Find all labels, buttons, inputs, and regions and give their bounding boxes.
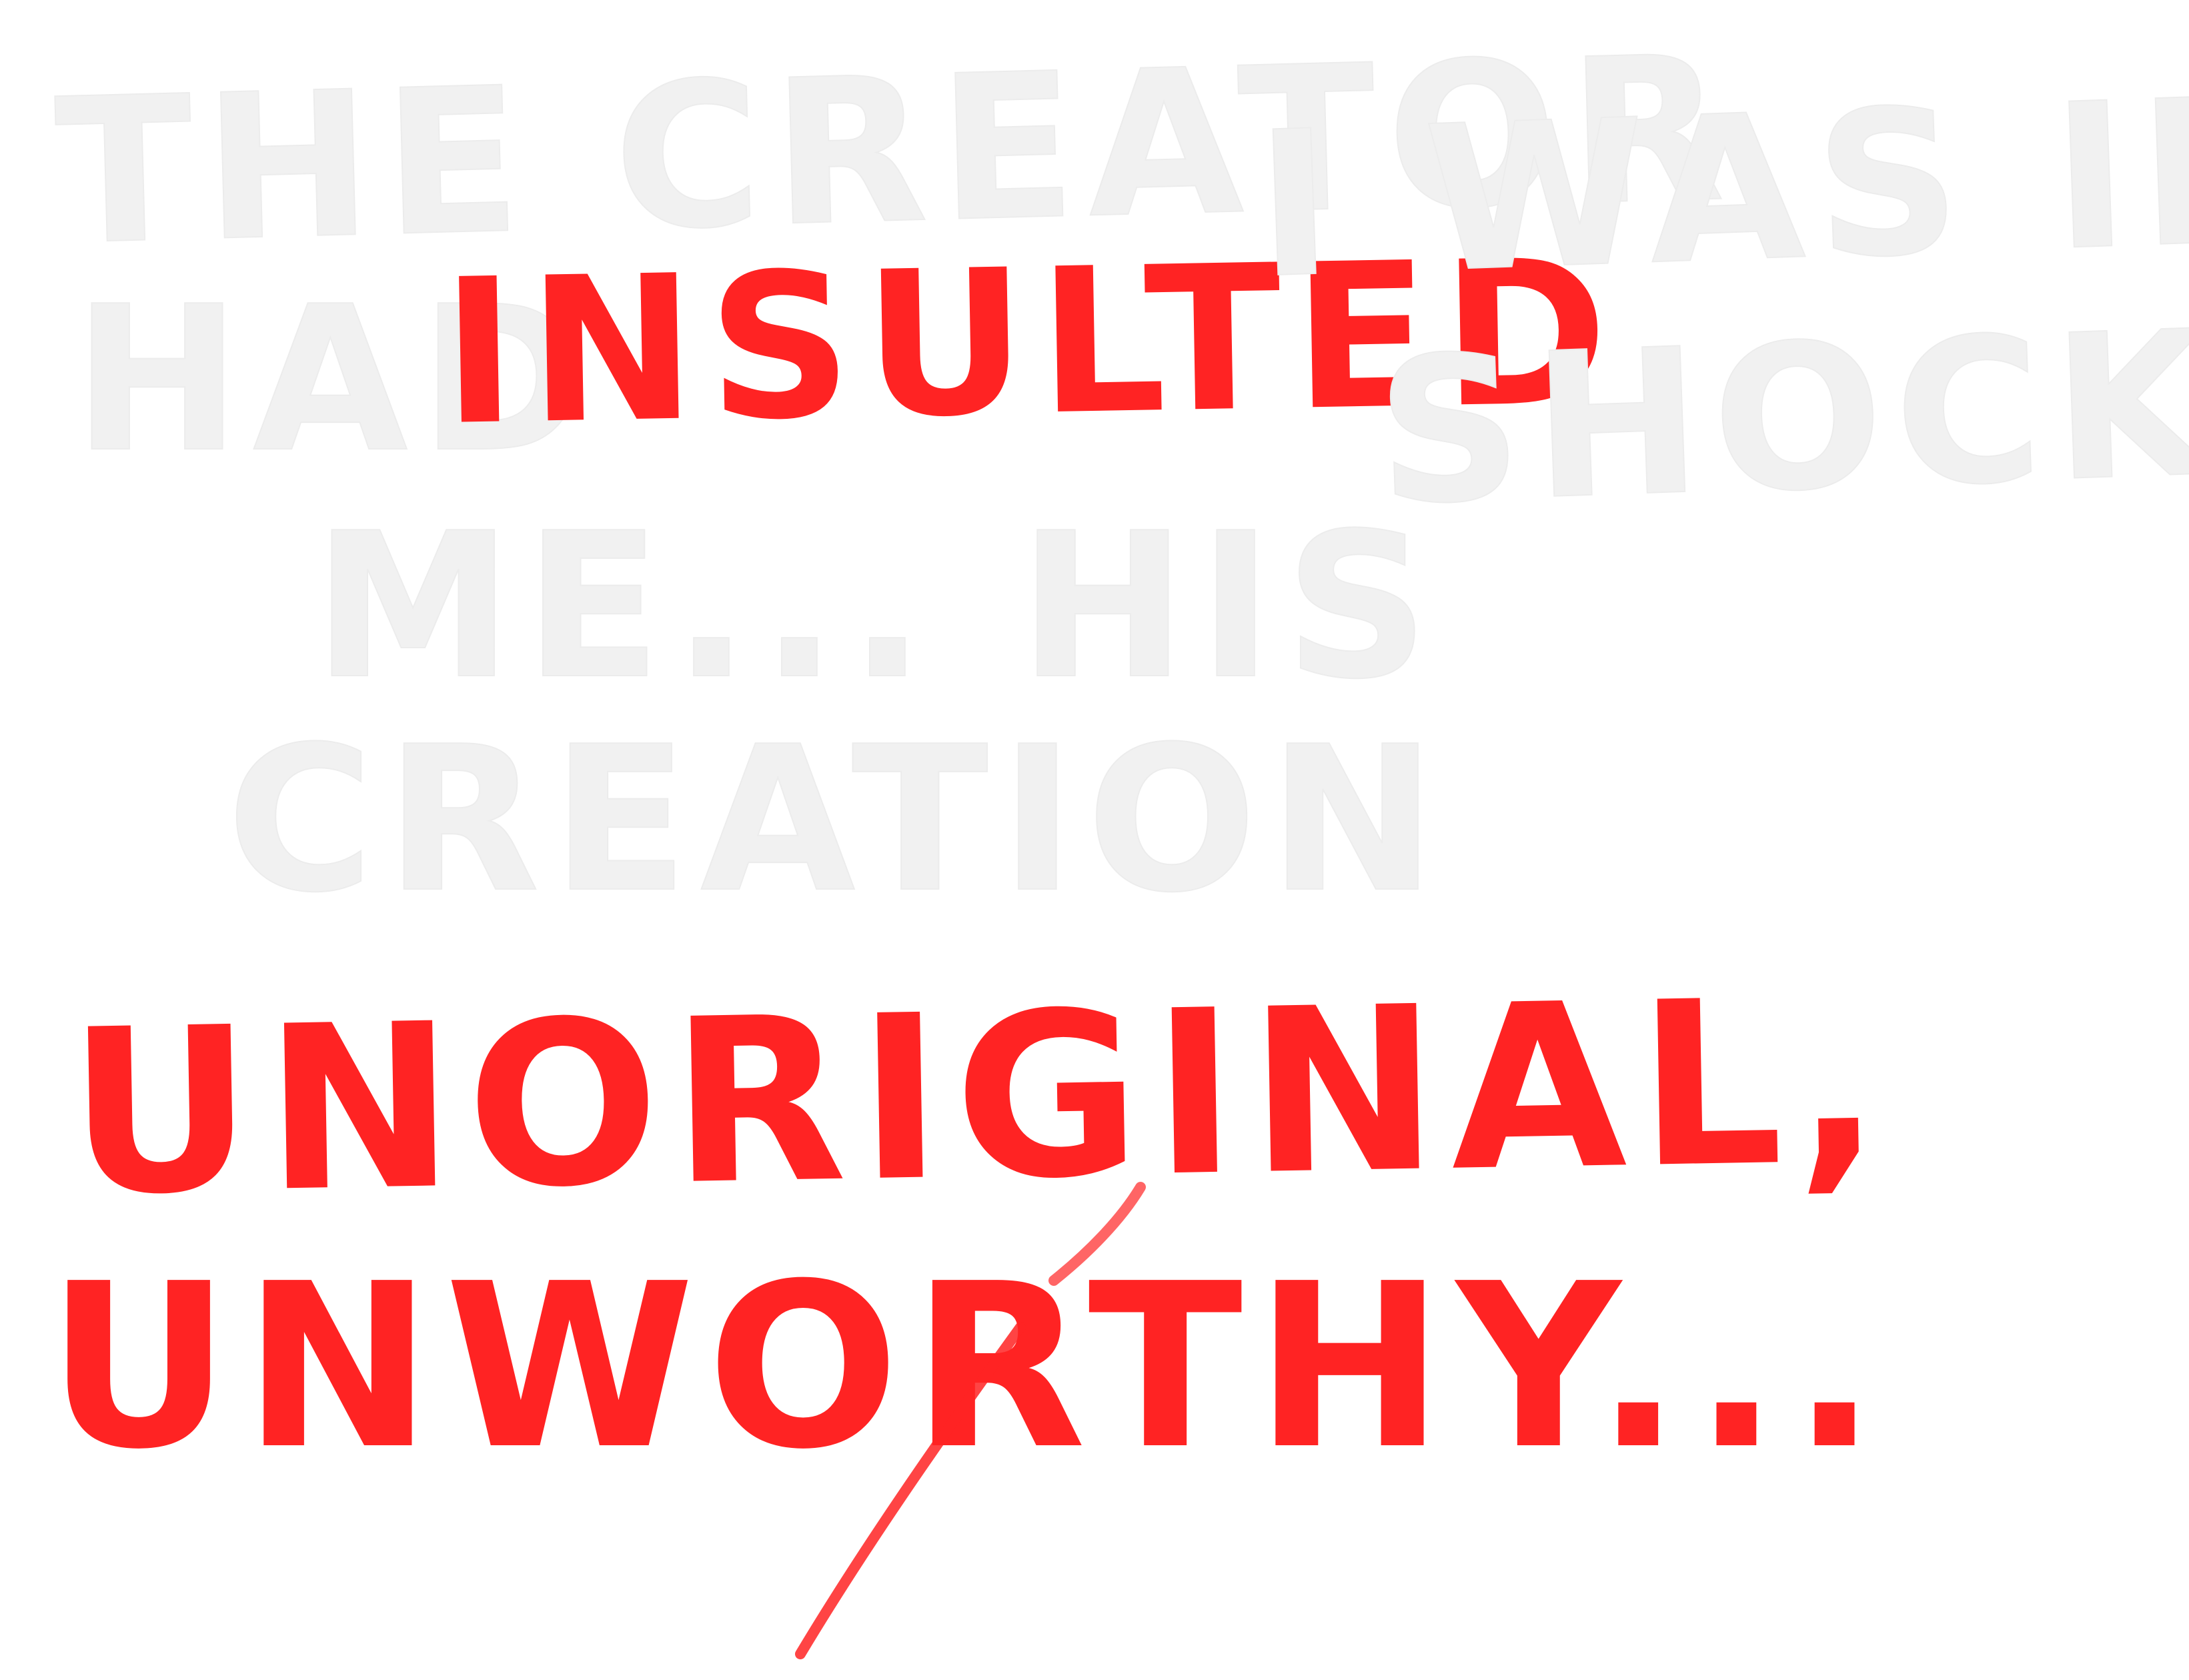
narration-right-1: I WAS IN: [1253, 52, 2189, 323]
narration-line-4: CREATION: [226, 704, 1449, 936]
narration-right-2: SHOCK.: [1373, 283, 2189, 550]
exclamation-word-2: UNWORTHY...: [47, 1235, 1890, 1499]
exclamation-word-1: UNORIGINAL,: [66, 950, 1896, 1246]
narration-line-2-lead: HAD: [73, 263, 598, 496]
narration-line-3: ME... HIS: [313, 490, 1441, 723]
